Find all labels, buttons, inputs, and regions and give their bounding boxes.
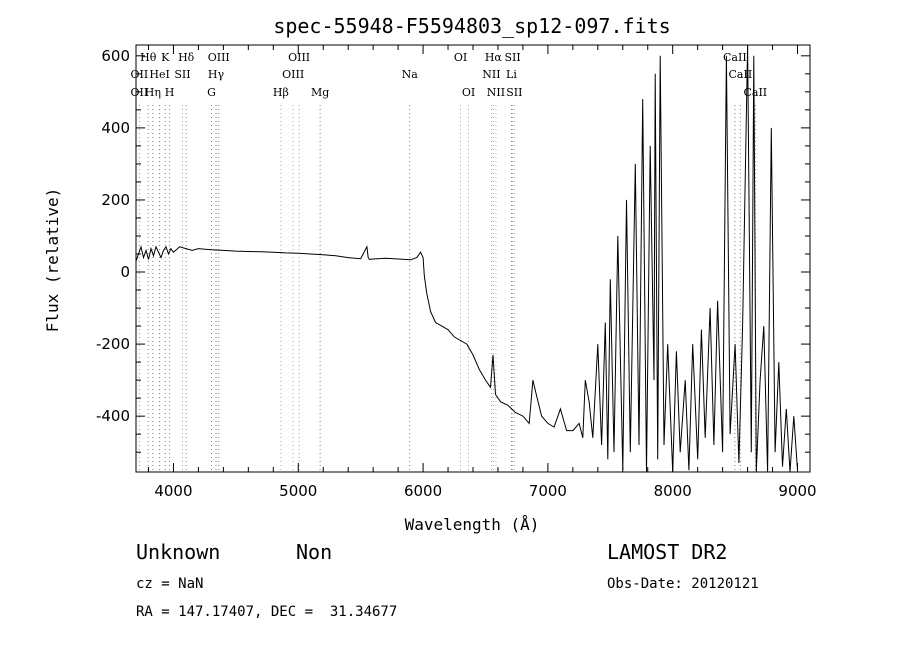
line-label-0: Hθ (140, 51, 157, 64)
line-label-24: OI (462, 86, 475, 99)
line-label-15: NII (482, 68, 500, 81)
chart-title: spec-55948-F5594803_sp12-097.fits (273, 14, 670, 38)
line-label-5: OI (454, 51, 467, 64)
line-label-20: H (165, 86, 175, 99)
line-label-26: SII (506, 86, 522, 99)
line-label-19: Hη (145, 86, 161, 99)
line-label-12: Hγ (208, 68, 225, 81)
x-tick-label-9000: 9000 (778, 482, 816, 500)
y-tick-label-600: 600 (101, 47, 130, 65)
line-label-2: Hδ (178, 51, 195, 64)
line-label-3: OIII (208, 51, 230, 64)
line-label-8: CaII (723, 51, 747, 64)
y-tick-label-0: 0 (120, 263, 130, 281)
obs-date: Obs-Date: 20120121 (607, 576, 759, 592)
line-label-16: Li (506, 68, 517, 81)
line-label-13: OIII (282, 68, 304, 81)
line-label-10: HeI (149, 68, 169, 81)
line-label-7: SII (504, 51, 520, 64)
survey-name: LAMOST DR2 (607, 540, 728, 564)
y-axis-label: Flux (relative) (43, 188, 62, 333)
line-label-18: OII (131, 86, 149, 99)
line-label-1: K (161, 51, 170, 64)
line-label-17: CaII (729, 68, 753, 81)
line-label-22: Hβ (273, 86, 289, 99)
object-class: Unknown (136, 540, 221, 564)
line-label-9: OII (131, 68, 149, 81)
y-tick-label--200: -200 (96, 335, 130, 353)
line-label-11: SII (174, 68, 190, 81)
y-tick-label-400: 400 (101, 119, 130, 137)
flux-series (135, 44, 798, 473)
x-tick-label-7000: 7000 (529, 482, 567, 500)
line-label-14: Na (402, 68, 419, 81)
plot-frame (135, 44, 811, 473)
x-tick-label-6000: 6000 (404, 482, 442, 500)
y-axis-ticks: -400 -200 0 200 400 600 (96, 47, 810, 453)
line-label-6: Hα (485, 51, 503, 64)
line-label-21: G (207, 86, 216, 99)
line-label-4: OIII (288, 51, 310, 64)
x-tick-label-4000: 4000 (154, 482, 192, 500)
x-axis-label: Wavelength (Å) (405, 515, 540, 534)
x-axis-ticks: 4000 5000 6000 7000 8000 9000 (147, 45, 817, 500)
ra-dec-coords: RA = 147.17407, DEC = 31.34677 (136, 604, 398, 620)
object-subclass: Non (296, 540, 333, 564)
flux-line (135, 44, 798, 473)
redshift-cz: cz = NaN (136, 576, 204, 592)
x-tick-label-5000: 5000 (279, 482, 317, 500)
y-tick-label--400: -400 (96, 407, 130, 425)
y-tick-label-200: 200 (101, 191, 130, 209)
line-label-27: CaII (743, 86, 767, 99)
x-tick-label-8000: 8000 (654, 482, 692, 500)
line-label-23: Mg (311, 86, 329, 99)
line-label-25: NII (487, 86, 505, 99)
